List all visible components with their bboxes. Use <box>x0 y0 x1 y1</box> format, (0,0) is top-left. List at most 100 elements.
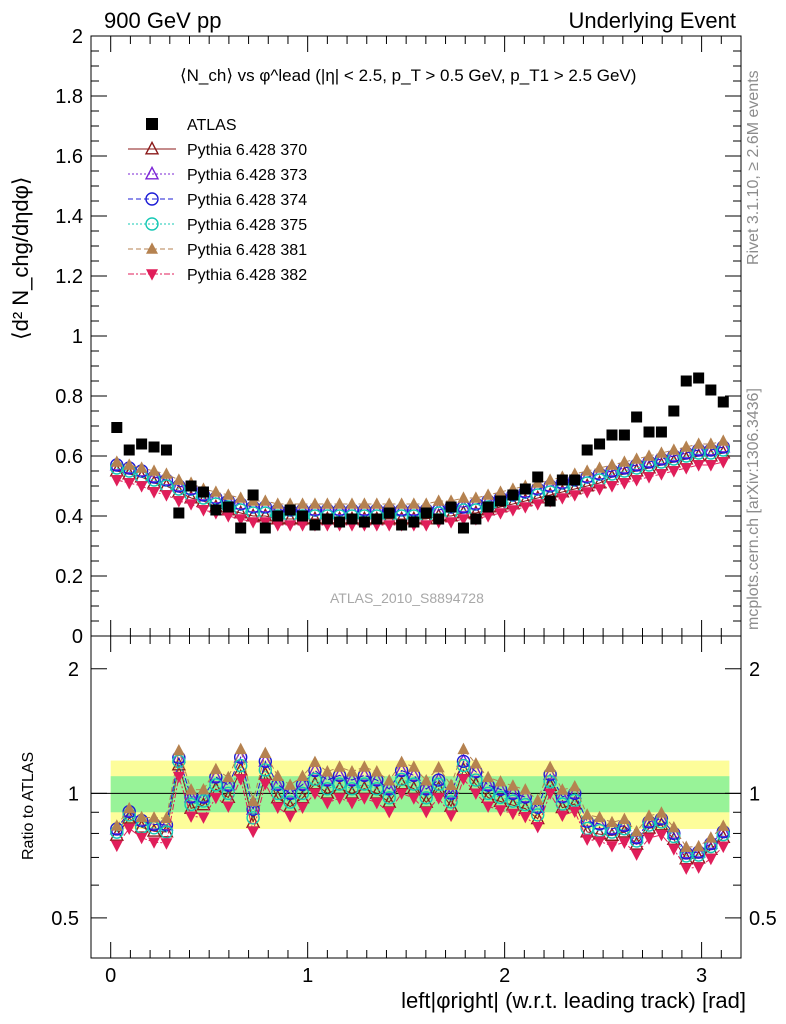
ratio-point-4 <box>308 772 322 787</box>
ratio-point-3 <box>456 754 471 769</box>
ratio-point-6 <box>704 853 717 866</box>
ratio-point-5 <box>717 819 730 831</box>
series-point-6 <box>172 496 185 508</box>
ratio-point-5 <box>420 774 433 786</box>
ratio-point-6 <box>494 805 507 817</box>
series-point-5 <box>345 497 358 509</box>
series-point-6 <box>630 475 643 487</box>
ratio-point-6 <box>296 802 309 814</box>
data-point-atlas <box>655 426 667 438</box>
series-point-6 <box>135 481 148 493</box>
legend-marker <box>145 217 159 231</box>
data-point-atlas <box>717 396 729 408</box>
ratio-point-2 <box>480 777 496 791</box>
series-point-6 <box>185 499 198 511</box>
data-point-atlas <box>136 438 148 450</box>
series-point-2 <box>406 501 421 516</box>
ratio-point-5 <box>630 824 643 837</box>
ratio-point-5 <box>432 761 445 773</box>
ratio-point-5 <box>581 808 594 820</box>
ratio-point-4 <box>493 790 508 805</box>
series-point-5 <box>482 488 495 500</box>
ratio-point-6 <box>333 793 346 805</box>
ratio-point-5 <box>123 801 136 814</box>
ratio-point-5 <box>395 755 408 767</box>
main-y-tick-label: 1.8 <box>55 86 83 108</box>
ratio-point-2 <box>183 788 199 803</box>
data-point-atlas <box>222 501 234 513</box>
ratio-point-2 <box>146 816 162 830</box>
ratio-point-4 <box>543 775 557 789</box>
ratio-point-5 <box>544 760 557 773</box>
series-point-6 <box>123 478 136 490</box>
series-point-5 <box>321 497 334 509</box>
ratio-frame <box>90 635 742 959</box>
data-point-atlas <box>235 522 247 534</box>
data-point-atlas <box>544 495 556 507</box>
data-point-atlas <box>532 471 544 483</box>
ratio-point-5 <box>234 742 247 755</box>
data-point-atlas <box>408 516 420 528</box>
series-point-5 <box>407 497 420 509</box>
series-point-6 <box>506 505 519 517</box>
ratio-y-tick-label-right: 2 <box>749 659 760 681</box>
data-point-atlas <box>111 422 123 433</box>
legend-label: Pythia 6.428 381 <box>187 242 307 259</box>
ratio-point-6 <box>123 823 136 836</box>
ratio-point-2 <box>357 767 372 781</box>
ratio-point-5 <box>172 744 185 756</box>
main-y-tick-label: 1.2 <box>55 266 83 288</box>
main-y-tick-label: 1.6 <box>55 146 83 168</box>
ratio-point-5 <box>296 769 309 782</box>
ratio-point-6 <box>519 812 532 824</box>
ratio-point-6 <box>345 797 358 810</box>
data-point-atlas <box>631 411 643 423</box>
ratio-point-4 <box>506 794 520 808</box>
series-point-5 <box>123 458 136 470</box>
series-line-2 <box>116 446 724 511</box>
main-y-tick-label: 0.4 <box>55 506 83 528</box>
data-point-atlas <box>680 375 692 387</box>
series-point-5 <box>172 473 185 485</box>
legend-label: ATLAS <box>187 117 237 134</box>
series-point-6 <box>457 514 470 526</box>
series-point-5 <box>432 494 445 506</box>
series-point-6 <box>643 472 656 484</box>
series-point-6 <box>234 514 247 526</box>
legend-marker <box>144 140 160 155</box>
ratio-point-5 <box>358 760 371 772</box>
series-point-5 <box>234 491 247 503</box>
main-y-tick-label: 2 <box>72 26 83 48</box>
ratio-point-5 <box>197 783 210 795</box>
main-y-tick-label: 1 <box>72 326 83 348</box>
ratio-point-4 <box>196 794 211 808</box>
series-point-2 <box>456 498 471 513</box>
ratio-point-5 <box>556 783 569 795</box>
ratio-point-4 <box>332 777 347 791</box>
series-point-2 <box>332 501 347 516</box>
series-point-5 <box>457 491 470 503</box>
ratio-point-6 <box>383 806 396 819</box>
series-point-2 <box>716 438 731 453</box>
ratio-point-6 <box>544 788 557 800</box>
series-point-5 <box>135 461 148 473</box>
series-point-5 <box>148 464 161 476</box>
series-point-5 <box>643 449 656 461</box>
ratio-point-5 <box>271 769 284 782</box>
series-point-6 <box>618 478 631 490</box>
ratio-point-2 <box>468 763 484 778</box>
series-point-2 <box>542 477 558 492</box>
data-point-atlas <box>581 444 593 456</box>
ratio-point-4 <box>469 773 483 787</box>
ratio-point-5 <box>445 778 458 790</box>
ratio-point-6 <box>160 838 173 850</box>
data-point-atlas <box>371 513 383 525</box>
series-point-5 <box>494 485 507 497</box>
ratio-point-4 <box>431 777 446 792</box>
series-point-6 <box>148 487 161 499</box>
series-point-2 <box>307 501 323 516</box>
ratio-point-4 <box>407 777 421 791</box>
ratio-point-4 <box>184 797 198 812</box>
main-y-tick-label: 0.8 <box>55 386 83 408</box>
series-point-6 <box>222 511 235 523</box>
